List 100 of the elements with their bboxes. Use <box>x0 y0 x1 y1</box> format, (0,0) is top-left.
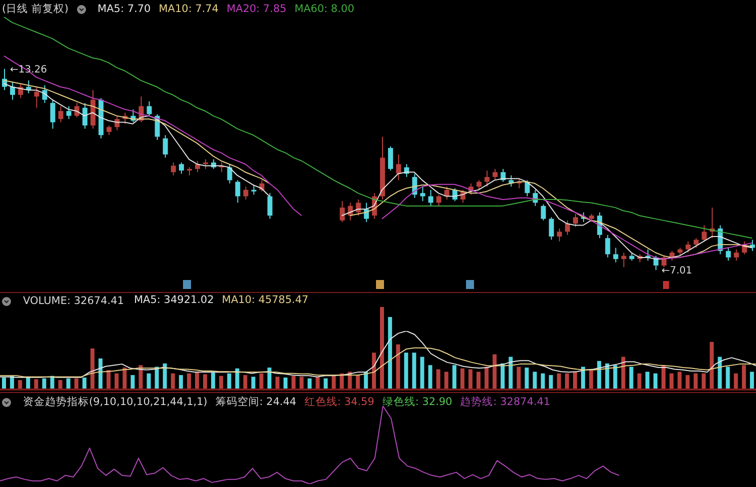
bar <box>300 376 304 390</box>
candlestick <box>621 252 626 268</box>
annotation: 绿色线: 32.90 <box>382 395 452 409</box>
bar <box>702 373 706 390</box>
bar <box>460 368 464 390</box>
bar <box>686 375 690 390</box>
candlestick <box>251 184 256 196</box>
candlestick <box>556 228 562 242</box>
candlestick <box>146 100 152 116</box>
bar <box>178 375 183 390</box>
bar <box>540 373 545 390</box>
candlestick <box>436 194 442 206</box>
candlestick <box>58 106 64 123</box>
bar <box>114 373 119 390</box>
bar <box>476 372 481 390</box>
bar <box>710 342 714 390</box>
candlestick <box>613 247 618 263</box>
annotation: 筹码空间: 24.44 <box>215 395 296 409</box>
annotation: 趋势线: 32874.41 <box>460 395 550 409</box>
candlestick <box>540 204 546 221</box>
candlestick <box>203 158 208 170</box>
bar <box>396 344 400 390</box>
candlestick <box>243 186 248 200</box>
candlestick <box>66 106 72 120</box>
bar <box>629 366 634 390</box>
bar <box>388 316 392 390</box>
candlestick <box>74 102 80 118</box>
bar <box>556 373 561 390</box>
bar <box>589 370 594 390</box>
candlestick <box>356 199 361 216</box>
candlestick <box>573 213 578 228</box>
bar <box>259 373 264 390</box>
bar <box>694 373 698 390</box>
candlestick <box>10 82 16 100</box>
bar <box>436 369 440 390</box>
candlestick <box>34 86 40 108</box>
bar <box>726 366 730 390</box>
bar <box>564 373 569 390</box>
bar <box>130 375 135 390</box>
candlestick <box>694 238 699 248</box>
bar <box>444 372 448 390</box>
candlestick <box>170 162 176 176</box>
bar <box>492 354 497 390</box>
bar <box>637 373 642 390</box>
candlestick <box>178 162 184 174</box>
bar <box>548 375 553 390</box>
bar <box>678 372 682 390</box>
bar <box>186 373 191 390</box>
bar <box>380 307 384 390</box>
candlestick <box>564 220 570 236</box>
bar <box>146 373 151 390</box>
candlestick <box>428 189 434 206</box>
chart-title: VOLUME: 32674.41 <box>23 295 124 307</box>
bar <box>170 373 175 390</box>
candlestick <box>227 164 232 184</box>
bar <box>734 373 738 390</box>
chart-title: 资金趋势指标(9,10,10,10,21,44,1,1) <box>23 395 208 409</box>
annotation: ←7.01 <box>661 266 692 277</box>
bar <box>645 372 650 390</box>
bar <box>452 365 456 390</box>
bar <box>412 352 416 390</box>
chart-title: (日线 前复权) <box>2 2 69 16</box>
bar <box>613 365 618 390</box>
candlestick <box>444 186 450 200</box>
bar <box>251 376 256 390</box>
candlestick <box>726 247 731 262</box>
bar <box>243 375 248 390</box>
candlestick <box>484 170 490 188</box>
candlestick <box>106 124 112 136</box>
candlestick <box>686 240 691 254</box>
candlestick <box>605 234 610 258</box>
text: MA10: 45785.47 <box>222 294 308 306</box>
candlestick <box>548 216 554 240</box>
candlestick <box>702 224 707 242</box>
candlestick <box>235 180 240 204</box>
candlestick <box>195 160 200 173</box>
annotation: 红色线: 34.59 <box>304 395 374 409</box>
bar <box>211 372 216 390</box>
candlestick <box>420 186 426 202</box>
candlestick <box>267 192 272 220</box>
text: MA5: 34921.02 <box>134 294 214 306</box>
bar <box>750 372 754 390</box>
bar <box>524 368 529 390</box>
bar <box>404 352 408 390</box>
candlestick <box>162 134 168 158</box>
candlestick <box>734 248 739 262</box>
bar <box>428 365 432 390</box>
bar <box>670 373 674 390</box>
candlestick <box>50 99 56 130</box>
bar <box>90 348 94 390</box>
bar <box>532 372 537 390</box>
text: MA60: 8.00 <box>294 3 354 15</box>
text: MA20: 7.85 <box>226 3 286 15</box>
bar <box>468 369 472 390</box>
candlestick <box>476 180 482 190</box>
candlestick <box>492 168 498 181</box>
bar <box>203 374 208 390</box>
bar <box>516 366 521 390</box>
candlestick <box>388 146 394 172</box>
candlestick <box>396 154 402 181</box>
